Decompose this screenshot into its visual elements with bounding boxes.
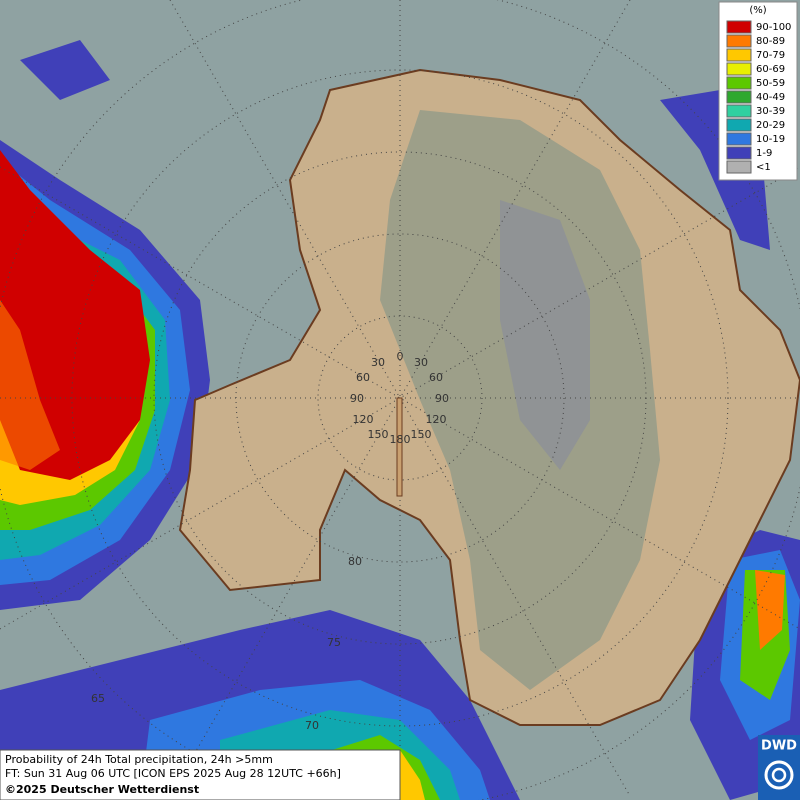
- graticule-label: 150: [411, 428, 432, 441]
- graticule-label: 65: [91, 692, 105, 705]
- graticule-label: 30: [371, 356, 385, 369]
- precip-east: [20, 40, 800, 800]
- footer-time: FT: Sun 31 Aug 06 UTC [ICON EPS 2025 Aug…: [5, 767, 341, 780]
- logo-icon: [764, 760, 794, 790]
- legend-swatch: [726, 118, 752, 132]
- legend-label: 70-79: [756, 50, 785, 61]
- graticule-label: 120: [426, 413, 447, 426]
- legend-swatch: [726, 34, 752, 48]
- legend-label: 1-9: [756, 148, 772, 159]
- legend-label: <1: [756, 162, 771, 173]
- graticule-label: 150: [368, 428, 389, 441]
- legend-swatch: [726, 132, 752, 146]
- legend: (%) 90-100 80-89 70-79 60-69 50-59 40-49 30-39…: [718, 1, 798, 181]
- legend-swatch: [726, 62, 752, 76]
- legend-label: 10-19: [756, 134, 785, 145]
- graticule-label: 80: [348, 555, 362, 568]
- legend-title: (%): [749, 5, 766, 16]
- graticule-label: 70: [305, 719, 319, 732]
- logo-icon-inner: [771, 767, 787, 783]
- graticule-label: 30: [414, 356, 428, 369]
- logo-text: DWD: [761, 739, 797, 754]
- legend-label: 60-69: [756, 64, 785, 75]
- legend-swatch: [726, 104, 752, 118]
- graticule-label: 90: [435, 392, 449, 405]
- legend-label: 20-29: [756, 120, 785, 131]
- footer-box: [0, 749, 401, 800]
- legend-swatch: [726, 48, 752, 62]
- legend-swatch: [726, 76, 752, 90]
- graticule-label: 180: [390, 433, 411, 446]
- legend-label: 90-100: [756, 22, 791, 33]
- graticule-label: 60: [356, 371, 370, 384]
- graticule-label: 60: [429, 371, 443, 384]
- graticule-label: 120: [353, 413, 374, 426]
- legend-label: 30-39: [756, 106, 785, 117]
- precip-west: [0, 140, 210, 610]
- legend-label: 80-89: [756, 36, 785, 47]
- legend-swatch: [726, 90, 752, 104]
- footer-title: Probability of 24h Total precipitation, …: [5, 753, 273, 766]
- graticule-label: 90: [350, 392, 364, 405]
- graticule-label: 75: [327, 636, 341, 649]
- legend-swatch: [726, 20, 752, 34]
- legend-swatch: [726, 160, 752, 174]
- legend-label: 40-49: [756, 92, 785, 103]
- graticule-label: 0: [397, 350, 404, 363]
- legend-label: 50-59: [756, 78, 785, 89]
- shelf-strip: [396, 397, 403, 497]
- interior-high: [500, 200, 590, 470]
- footer-copyright: ©2025 Deutscher Wetterdienst: [5, 783, 199, 796]
- legend-swatch: [726, 146, 752, 160]
